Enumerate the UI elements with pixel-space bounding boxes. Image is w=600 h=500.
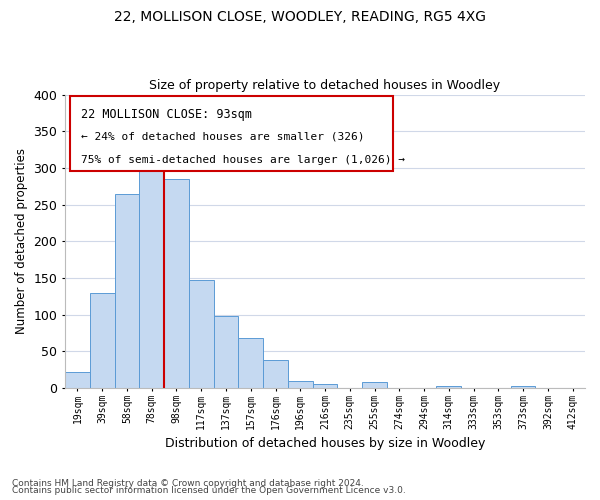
Y-axis label: Number of detached properties: Number of detached properties [15, 148, 28, 334]
Bar [90, 292, 115, 388]
Text: 75% of semi-detached houses are larger (1,026) →: 75% of semi-detached houses are larger (… [80, 154, 404, 164]
Bar [511, 386, 535, 388]
Bar [65, 372, 90, 388]
Bar [189, 280, 214, 388]
Bar [115, 194, 139, 388]
Text: Contains public sector information licensed under the Open Government Licence v3: Contains public sector information licen… [12, 486, 406, 495]
FancyBboxPatch shape [70, 96, 392, 171]
Text: ← 24% of detached houses are smaller (326): ← 24% of detached houses are smaller (32… [80, 131, 364, 141]
Text: Contains HM Land Registry data © Crown copyright and database right 2024.: Contains HM Land Registry data © Crown c… [12, 478, 364, 488]
Bar [263, 360, 288, 388]
Text: 22 MOLLISON CLOSE: 93sqm: 22 MOLLISON CLOSE: 93sqm [80, 108, 251, 121]
Bar [313, 384, 337, 388]
Text: 22, MOLLISON CLOSE, WOODLEY, READING, RG5 4XG: 22, MOLLISON CLOSE, WOODLEY, READING, RG… [114, 10, 486, 24]
Bar [288, 382, 313, 388]
Bar [214, 316, 238, 388]
Bar [238, 338, 263, 388]
Bar [139, 170, 164, 388]
Bar [164, 179, 189, 388]
Bar [362, 382, 387, 388]
Title: Size of property relative to detached houses in Woodley: Size of property relative to detached ho… [149, 79, 500, 92]
Bar [436, 386, 461, 388]
X-axis label: Distribution of detached houses by size in Woodley: Distribution of detached houses by size … [165, 437, 485, 450]
